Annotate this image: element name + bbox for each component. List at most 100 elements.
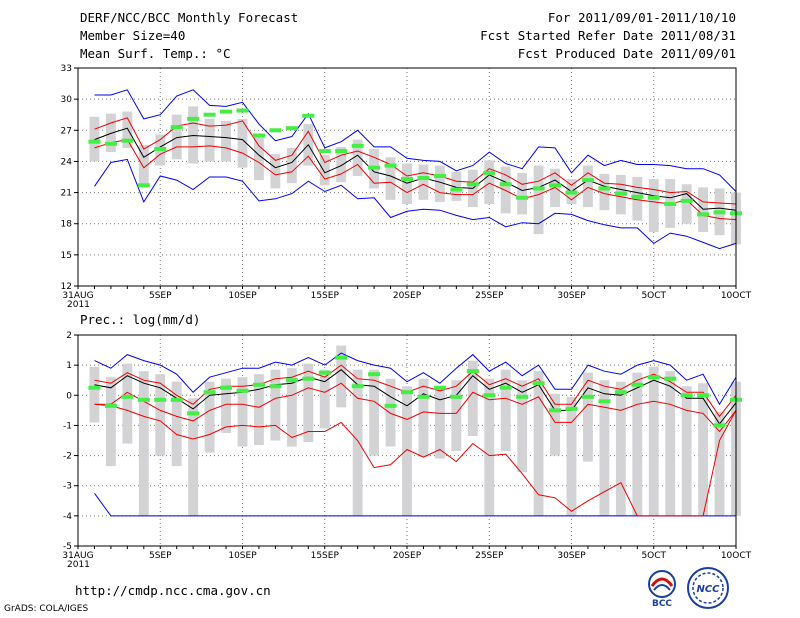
temp-marker: [351, 143, 364, 148]
prec-ytick-label: -1: [63, 421, 72, 431]
temp-marker: [466, 182, 479, 187]
ncc-logo-text: NCC: [696, 584, 720, 595]
prec-ytick-label: -4: [63, 512, 72, 522]
prec-spread-box: [138, 371, 149, 516]
prec-xtick-label: 25SEP: [475, 551, 504, 561]
temp-xtick-year: 2011: [67, 300, 90, 310]
temp-spread-box: [254, 134, 264, 181]
prec-spread-box: [484, 378, 495, 516]
prec-spread-box: [451, 380, 462, 452]
temp-ytick-label: 15: [61, 251, 72, 261]
prec-marker: [137, 397, 150, 402]
prec-spread-box: [583, 372, 593, 462]
temp-ytick-label: 21: [61, 189, 72, 199]
temp-marker: [220, 109, 233, 114]
prec-spread-box: [665, 371, 676, 516]
prec-marker: [581, 394, 594, 399]
prec-xtick-label: 5OCT: [641, 551, 666, 561]
started-date-label: Fcst Started Refer Date 2011/08/31: [480, 28, 736, 43]
temp-spread-box: [319, 155, 330, 186]
temp-marker: [187, 116, 200, 121]
prec-marker: [631, 382, 644, 387]
temp-marker: [614, 191, 627, 196]
temp-spread-box: [270, 154, 281, 189]
prec-min-line: [94, 493, 736, 517]
temp-xtick-label: 20SEP: [393, 291, 422, 301]
prec-marker: [466, 369, 479, 374]
temp-spread-box: [484, 160, 495, 204]
prec-ytick-label: 2: [66, 331, 72, 341]
temp-spread-box: [138, 144, 149, 185]
bcc-logo: BCC: [648, 570, 676, 608]
prec-marker: [598, 399, 611, 404]
prec-spread-box: [402, 386, 412, 516]
bcc-logo-text: BCC: [652, 599, 672, 608]
prec-spread-box: [681, 386, 692, 516]
temp-spread-box: [418, 164, 429, 200]
temp-marker: [598, 186, 611, 191]
temp-marker: [318, 149, 331, 154]
temp-marker: [384, 163, 397, 168]
forecast-period-label: For 2011/09/01-2011/10/10: [547, 10, 736, 25]
grads-credit: GrADS: COLA/IGES: [4, 604, 89, 614]
temp-marker: [236, 108, 249, 113]
temp-ytick-label: 27: [61, 126, 72, 136]
source-url-link[interactable]: http://cmdp.ncc.cma.gov.cn: [75, 583, 271, 598]
prec-marker: [450, 394, 463, 399]
ncc-logo: NCC: [687, 567, 729, 609]
temp-spread-box: [221, 120, 231, 162]
temp-marker: [483, 170, 496, 175]
prec-marker: [335, 355, 348, 360]
prec-marker: [318, 370, 331, 375]
temp-spread-box: [188, 106, 199, 164]
prec-ytick-label: -3: [63, 482, 72, 492]
temp-marker: [631, 194, 644, 199]
temp-marker: [335, 149, 348, 154]
prec-marker: [401, 390, 413, 395]
prec-spread-min-line: [94, 403, 737, 517]
temp-marker: [368, 165, 381, 170]
prec-spread-box: [698, 383, 709, 516]
prec-spread-box: [533, 371, 544, 516]
temp-spread-box: [632, 177, 643, 221]
temp-ytick-label: 30: [61, 95, 73, 105]
prec-lower-line: [94, 382, 737, 433]
temp-xtick-label: 10OCT: [721, 291, 752, 301]
prec-max-line: [94, 352, 737, 406]
prec-marker: [483, 393, 496, 398]
prec-ytick-label: 1: [66, 361, 72, 371]
prec-marker: [88, 385, 101, 390]
temp-marker: [170, 125, 183, 130]
prec-marker: [121, 394, 134, 399]
prec-marker: [565, 406, 578, 411]
temp-marker: [516, 195, 529, 200]
temp-min-line: [94, 158, 737, 250]
prec-marker: [104, 403, 117, 408]
temp-spread-box: [648, 179, 659, 233]
temp-marker: [532, 186, 545, 191]
prec-xtick-label: 10SEP: [228, 551, 257, 561]
prec-spread-box: [122, 363, 133, 444]
prec-spread-box: [648, 366, 659, 516]
prec-marker: [269, 384, 282, 389]
temp-spread-box: [336, 146, 347, 183]
temp-spread-box: [533, 165, 544, 235]
prec-panel-title: Prec.: log(mm/d): [80, 312, 200, 327]
temp-marker: [417, 176, 430, 181]
temp-xtick-label: 31AUG: [62, 291, 93, 301]
temp-marker: [433, 173, 446, 178]
prec-mean-line: [94, 369, 737, 425]
temp-xtick-label: 25SEP: [475, 291, 504, 301]
prec-marker: [203, 390, 216, 395]
temp-marker: [203, 112, 216, 117]
prec-spread-box: [615, 381, 626, 516]
temp-marker: [581, 178, 594, 183]
temp-marker: [499, 182, 512, 187]
prec-spread-box: [517, 380, 528, 473]
temp-marker: [154, 146, 167, 151]
temp-max-line: [94, 89, 737, 192]
prec-marker: [532, 381, 545, 386]
temp-xtick-label: 5SEP: [149, 291, 172, 301]
temp-ytick-label: 12: [61, 282, 72, 292]
